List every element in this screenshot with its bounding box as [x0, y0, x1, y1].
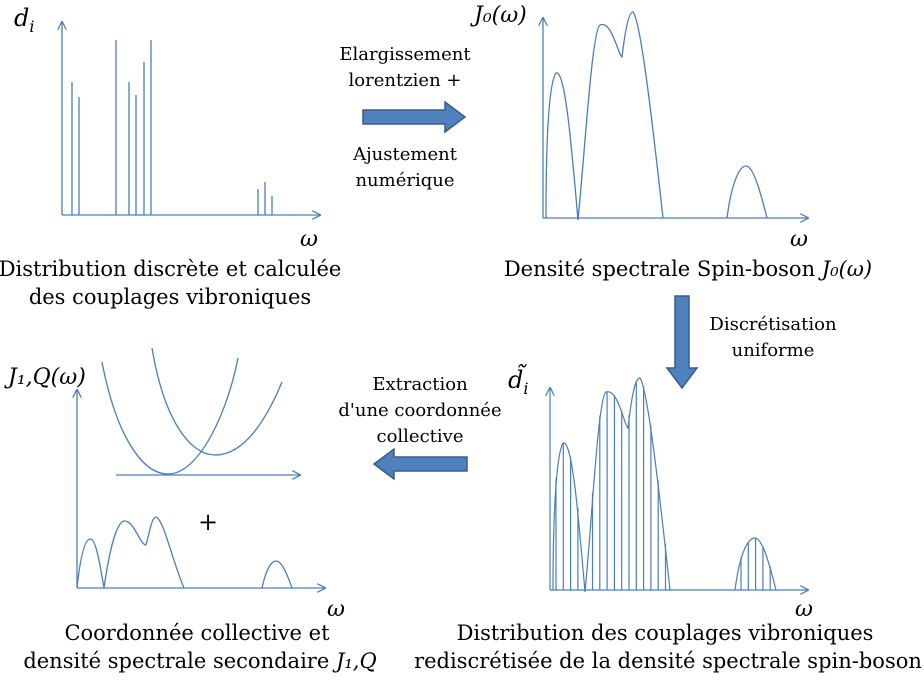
p2-x-label: ω [790, 227, 808, 252]
arrow-down-label-1: Discrétisation [709, 314, 837, 335]
arrow-down-label-2: uniforme [732, 340, 815, 361]
p1-caption-line2: des couplages vibroniques [29, 285, 311, 309]
arrow-left-label-3: collective [377, 426, 464, 447]
p3-discretization-lines [555, 380, 771, 590]
p3-caption-line2: rediscrétisée de la densité spectrale sp… [414, 649, 922, 673]
p4-secondary-density [76, 516, 185, 589]
arrow-left-shape [372, 447, 468, 481]
p4-caption-line1: Coordonnée collective et [64, 621, 330, 645]
arrow-right-label-2: lorentzien + [349, 70, 462, 91]
p3-x-label: ω [795, 597, 813, 622]
p1-x-label: ω [300, 227, 318, 252]
arrow-left-label-1: Extraction [372, 374, 468, 395]
arrow-left: Extraction d'une coordonnée collective [338, 374, 502, 481]
p3-y-label: d̃i [508, 363, 529, 398]
p4-plus-sign: + [198, 508, 218, 536]
arrow-right-shape [362, 100, 467, 134]
p2-density-curve [545, 11, 664, 221]
panel-discrete-couplings [62, 22, 320, 215]
p1-y-label: di [14, 4, 35, 36]
p1-caption-line1: Distribution discrète et calculée [0, 257, 341, 281]
p4-caption-line2: densité spectrale secondaire J₁,Q [23, 649, 376, 673]
arrow-right-label-3: Ajustement [352, 144, 458, 165]
p2-caption: Densité spectrale Spin-boson J₀(ω) [504, 257, 872, 281]
panel-rediscretized [550, 377, 808, 592]
p2-density-peak-small [726, 165, 768, 219]
p2-y-label: J₀(ω) [470, 3, 527, 28]
arrow-right-label-4: numérique [355, 170, 454, 191]
arrow-right: Elargissement lorentzien + Ajustement nu… [339, 44, 471, 191]
p4-potential-well-2 [151, 347, 283, 456]
p4-x-label: ω [327, 597, 345, 622]
arrow-down-shape [665, 295, 699, 390]
arrow-right-label-1: Elargissement [339, 44, 471, 65]
panel-spectral-density [543, 11, 808, 221]
arrow-down: Discrétisation uniforme [665, 295, 837, 390]
panel-collective-coordinate [76, 347, 325, 589]
p4-y-label: J₁,Q(ω) [4, 365, 86, 390]
p1-spectral-lines [71, 40, 273, 215]
arrow-left-label-2: d'une coordonnée [338, 400, 501, 421]
p4-secondary-peak-small [261, 560, 293, 589]
p4-potential-well-1 [101, 357, 239, 475]
p3-caption-line1: Distribution des couplages vibroniques [457, 621, 874, 645]
